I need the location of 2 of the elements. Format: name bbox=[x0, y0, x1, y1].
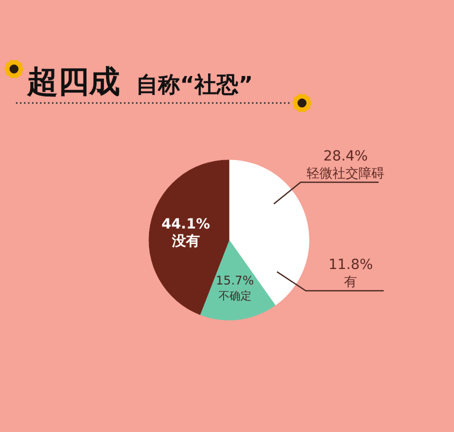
subtitle: 自称“社恐” bbox=[136, 73, 253, 98]
title: 超四成 bbox=[27, 64, 120, 100]
